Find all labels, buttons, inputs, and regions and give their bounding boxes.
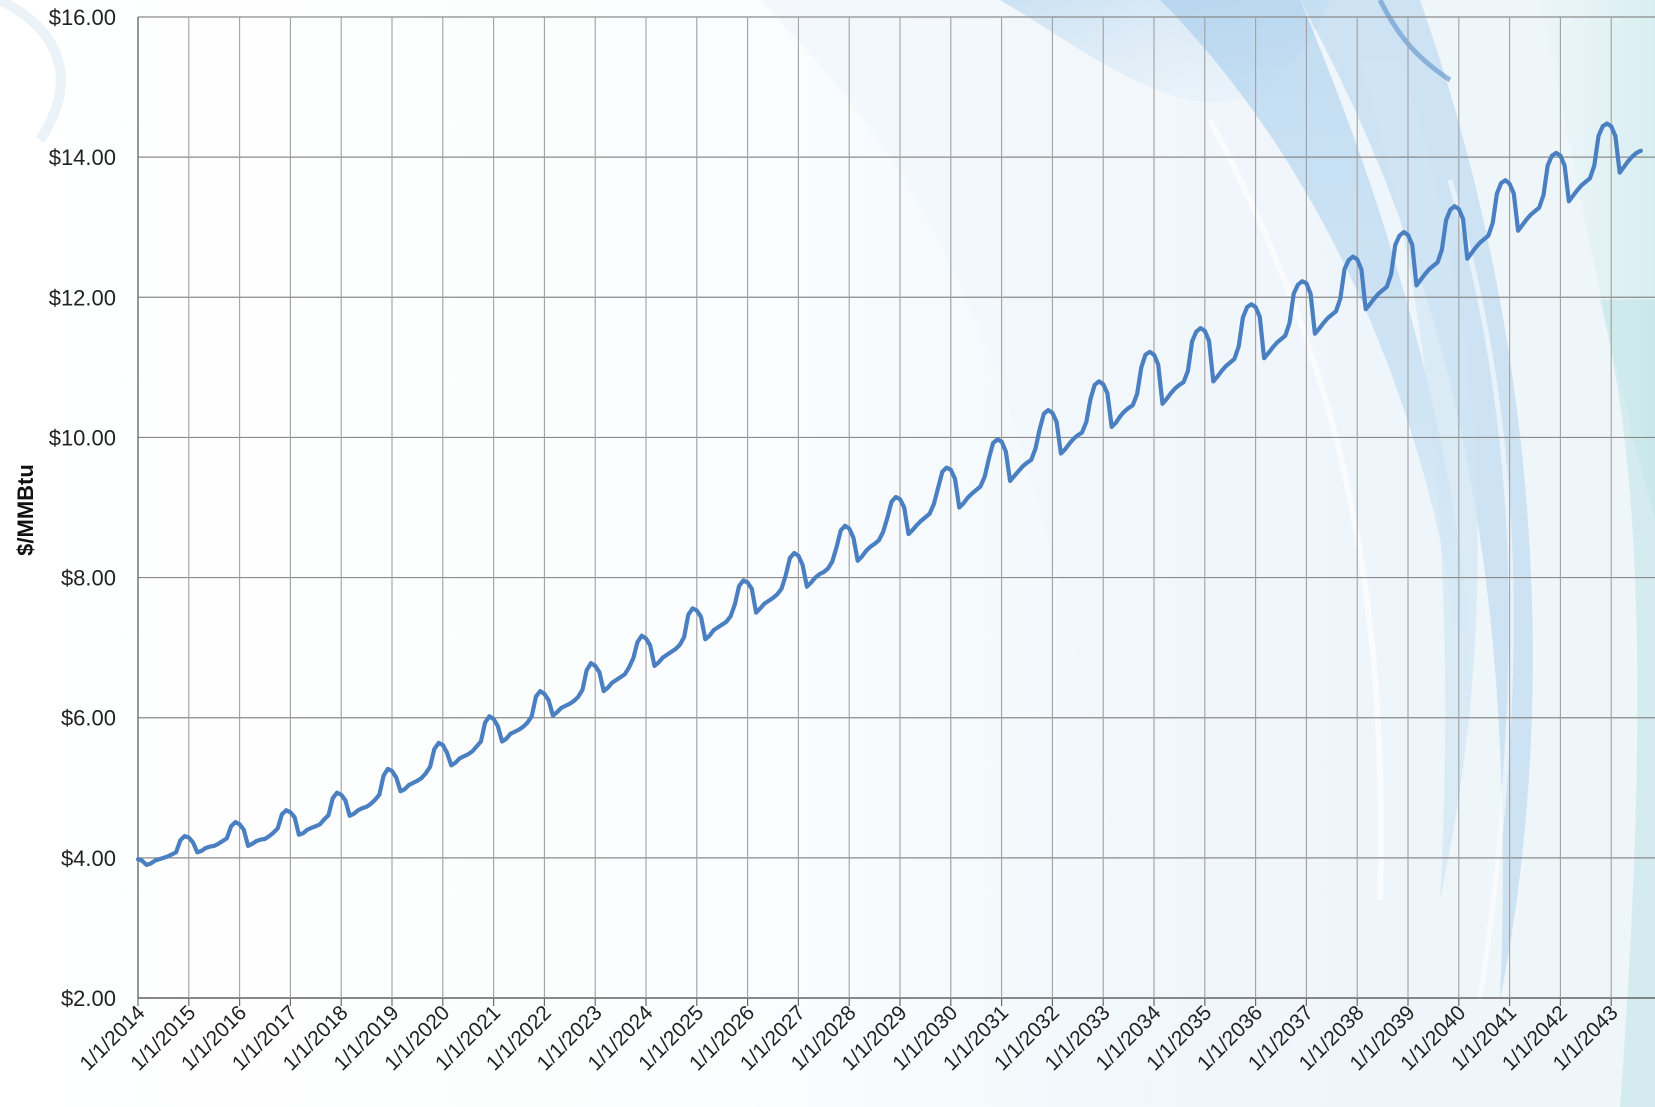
y-tick-label: $6.00	[61, 706, 116, 731]
y-tick-label: $2.00	[61, 986, 116, 1011]
y-tick-label: $4.00	[61, 846, 116, 871]
y-tick-label: $12.00	[49, 285, 116, 310]
y-axis: $16.00 $14.00 $12.00 $10.00 $8.00 $6.00 $4.00 $…	[49, 5, 116, 1011]
y-tick-label: $10.00	[49, 425, 116, 450]
y-tick-label: $14.00	[49, 145, 116, 170]
series-layer	[135, 121, 1643, 867]
y-tick-label: $8.00	[61, 566, 116, 591]
y-tick-label: $16.00	[49, 5, 116, 30]
series-line	[135, 121, 1643, 867]
y-axis-title: $/MMBtu	[13, 464, 38, 556]
gridlines	[137, 16, 1655, 1006]
